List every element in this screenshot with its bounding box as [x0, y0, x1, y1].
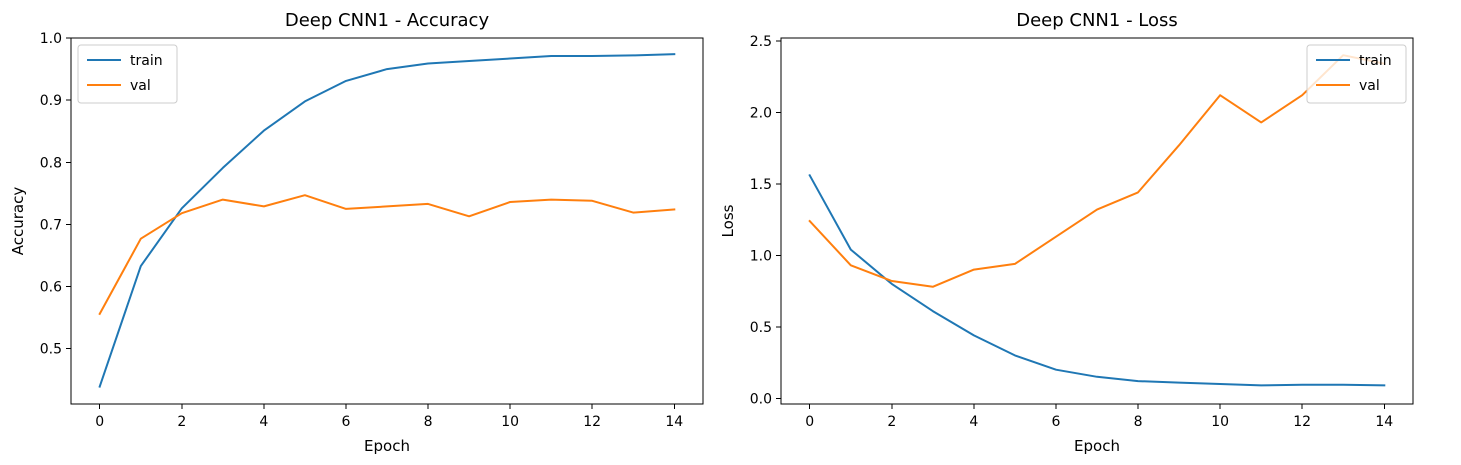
x-tick-label: 2	[177, 414, 186, 430]
y-tick-label: 0.9	[40, 93, 62, 109]
x-tick-label: 6	[1052, 414, 1061, 430]
series-line-train	[808, 173, 1386, 387]
y-tick-label: 0.7	[40, 217, 62, 233]
legend-label-train: train	[1359, 53, 1392, 69]
x-axis-label: Epoch	[1074, 437, 1120, 455]
x-axis-label: Epoch	[364, 437, 410, 455]
plot-frame	[70, 37, 704, 405]
x-tick-label: 4	[969, 414, 978, 430]
y-tick-label: 0.0	[750, 391, 772, 407]
y-tick-label: 0.6	[40, 280, 62, 296]
x-tick-label: 0	[95, 414, 104, 430]
y-tick-label: 0.5	[40, 342, 62, 358]
x-tick-label: 12	[583, 414, 601, 430]
series-line-val	[808, 54, 1386, 288]
x-tick-label: 14	[1375, 414, 1393, 430]
x-tick-label: 0	[805, 414, 814, 430]
series-line-train	[98, 53, 676, 388]
legend-label-val: val	[130, 78, 151, 94]
y-tick-label: 2.0	[750, 105, 772, 121]
x-tick-label: 12	[1293, 414, 1311, 430]
y-tick-label: 2.5	[750, 34, 772, 50]
plot-frame	[780, 37, 1414, 405]
y-tick-label: 1.5	[750, 177, 772, 193]
y-tick-label: 1.0	[40, 31, 62, 47]
chart-title: Deep CNN1 - Accuracy	[285, 10, 490, 31]
y-axis-label: Accuracy	[9, 187, 27, 256]
x-tick-label: 10	[501, 414, 519, 430]
x-tick-label: 8	[1134, 414, 1143, 430]
x-tick-label: 6	[342, 414, 351, 430]
legend-label-val: val	[1359, 78, 1380, 94]
x-tick-label: 4	[259, 414, 268, 430]
chart-panel-accuracy: 0 2 4 6 8 10 12 14 0.5 0.6 0.7 0.8 0.9 1.0 Deep CNN1 -…	[9, 10, 704, 455]
series-line-val	[98, 194, 676, 316]
y-tick-label: 0.8	[40, 155, 62, 171]
y-axis-label: Loss	[719, 204, 737, 237]
chart-panel-loss: 0 2 4 6 8 10 12 14 0.0 0.5 1.0 1.5 2.0 2.5 Deep CNN1 -…	[719, 10, 1414, 455]
legend: train val	[1306, 44, 1407, 104]
y-tick-label: 1.0	[750, 248, 772, 264]
legend: train val	[77, 44, 178, 104]
chart-title: Deep CNN1 - Loss	[1016, 10, 1178, 31]
legend-label-train: train	[130, 53, 163, 69]
x-tick-label: 10	[1211, 414, 1229, 430]
y-tick-label: 0.5	[750, 320, 772, 336]
x-tick-label: 2	[887, 414, 896, 430]
x-tick-label: 8	[424, 414, 433, 430]
x-tick-label: 14	[665, 414, 683, 430]
